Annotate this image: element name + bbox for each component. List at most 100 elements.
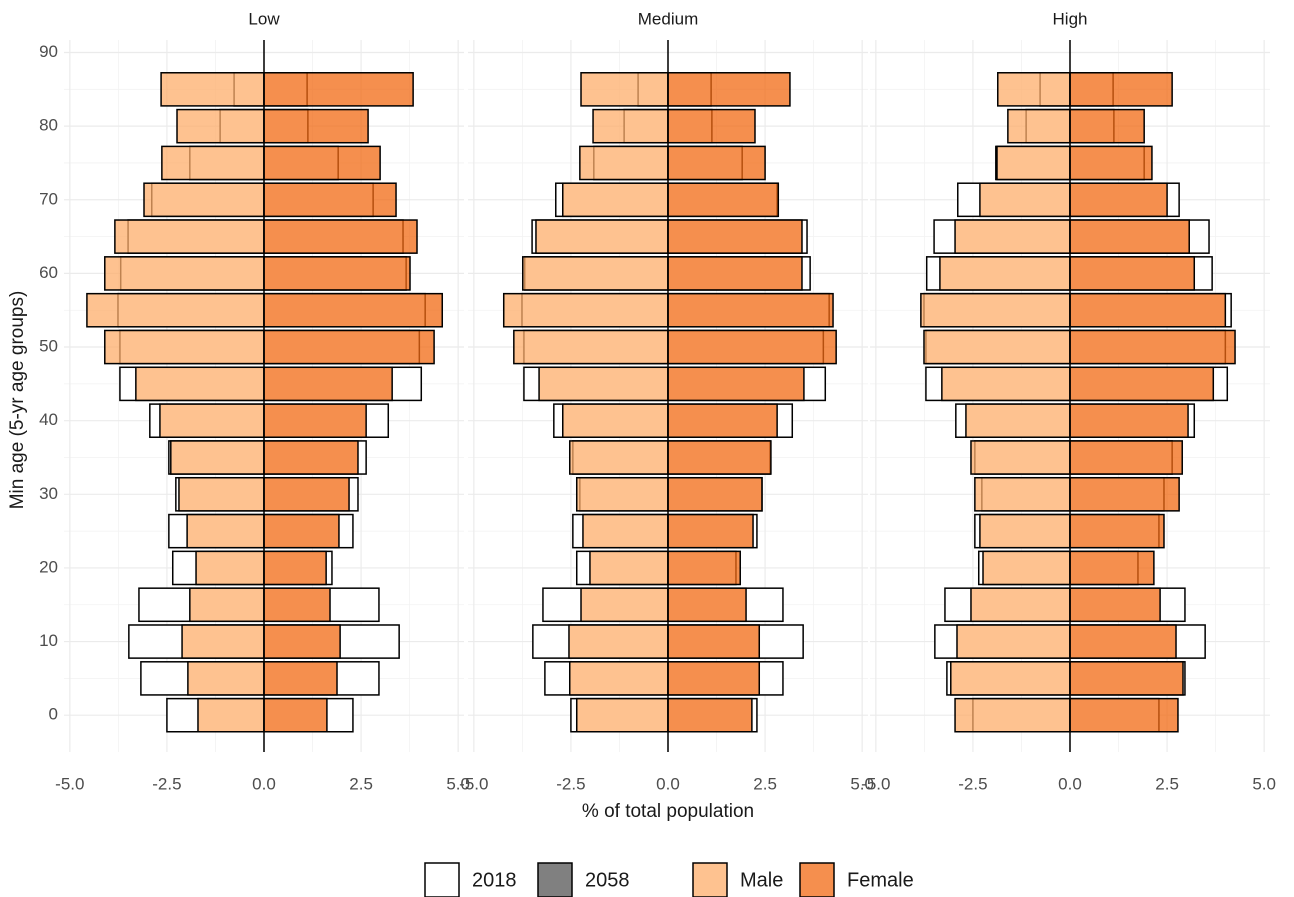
bar-2058	[513, 329, 669, 365]
bar-2058	[263, 219, 418, 254]
bar-2058	[263, 366, 393, 402]
bar-2058	[941, 366, 1071, 402]
x-tick-label: -5.0	[861, 774, 890, 793]
y-tick-label: 40	[39, 410, 58, 429]
y-tick-label: 70	[39, 189, 58, 208]
bar-2058	[178, 476, 265, 512]
bar-2058	[1069, 403, 1189, 438]
bar-2058	[667, 624, 761, 659]
legend-label: 2018	[472, 869, 517, 891]
bar-2058	[582, 513, 669, 549]
bar-2058	[189, 587, 265, 623]
bar-2058	[160, 72, 265, 107]
bar-2058	[176, 108, 265, 144]
legend-label: 2058	[585, 869, 630, 891]
facet-title: Low	[248, 9, 280, 28]
bar-2058	[1069, 256, 1196, 291]
bar-2058	[579, 145, 669, 181]
bar-2058	[568, 440, 669, 475]
bar-2058	[187, 661, 265, 696]
bar-2058	[667, 292, 834, 328]
bar-2058	[954, 219, 1071, 254]
bar-2058	[667, 550, 741, 586]
bar-2058	[1069, 476, 1180, 512]
bar-2058	[667, 476, 763, 512]
bar-2058	[86, 292, 265, 328]
legend-swatch	[692, 862, 728, 897]
bar-2058	[1069, 72, 1173, 107]
bar-2058	[589, 550, 669, 586]
bar-2058	[667, 403, 778, 438]
bar-2058	[1069, 697, 1179, 733]
bar-2058	[1069, 329, 1236, 365]
bar-2058	[263, 624, 341, 659]
x-tick-label: 0.0	[1058, 774, 1082, 793]
legend-swatch	[424, 862, 460, 897]
y-tick-label: 0	[49, 705, 58, 724]
bar-2058	[263, 476, 350, 512]
bar-2058	[667, 145, 766, 181]
x-tick-label: 0.0	[656, 774, 680, 793]
legend-label: Male	[740, 869, 783, 891]
y-tick-label: 90	[39, 42, 58, 61]
bar-2058	[104, 256, 265, 291]
bar-2058	[970, 440, 1071, 475]
x-tick-label: 0.0	[252, 774, 276, 793]
x-tick-label: 5.0	[850, 774, 874, 793]
bar-2058	[982, 550, 1071, 586]
bar-2058	[950, 661, 1071, 696]
bar-2058	[996, 145, 1071, 181]
bar-2058	[263, 145, 381, 181]
y-tick-label: 30	[39, 484, 58, 503]
bar-2058	[263, 108, 369, 144]
bar-2058	[965, 403, 1071, 438]
legend-swatch	[537, 862, 573, 897]
x-tick-label: 2.5	[1155, 774, 1179, 793]
bar-2058	[104, 329, 265, 365]
bar-2058	[562, 182, 669, 218]
bar-2058	[502, 292, 669, 328]
bar-2058	[181, 624, 265, 659]
bar-2058	[575, 476, 669, 512]
bar-2058	[263, 256, 411, 291]
bar-2058	[568, 624, 669, 659]
y-tick-label: 20	[39, 557, 58, 576]
bar-2058	[667, 513, 754, 549]
bar-2058	[1069, 440, 1183, 475]
bar-2058	[923, 329, 1071, 365]
bar-2058	[538, 366, 669, 402]
bar-2058	[263, 550, 327, 586]
bar-2058	[263, 513, 340, 549]
bar-2058	[263, 72, 414, 107]
bar-2058	[997, 72, 1071, 107]
bar-2058	[667, 366, 805, 402]
bar-2058	[1069, 661, 1184, 696]
bar-2058	[667, 182, 780, 218]
bar-2058	[956, 624, 1071, 659]
bar-2058	[667, 72, 791, 107]
x-tick-label: -2.5	[556, 774, 585, 793]
bar-2058	[575, 697, 669, 733]
bar-2058	[939, 256, 1071, 291]
bar-2058	[263, 587, 331, 623]
y-tick-label: 10	[39, 631, 58, 650]
bar-2058	[161, 145, 265, 181]
bar-2058	[1069, 587, 1161, 623]
bar-2058	[263, 292, 444, 328]
bar-2058	[580, 72, 669, 107]
y-tick-label: 50	[39, 337, 58, 356]
bar-2058	[667, 219, 803, 254]
x-tick-label: 2.5	[753, 774, 777, 793]
bar-2058	[568, 661, 669, 696]
bar-2058	[667, 587, 747, 623]
x-tick-label: -2.5	[152, 774, 181, 793]
bar-2058	[1069, 182, 1168, 218]
y-tick-label: 60	[39, 263, 58, 282]
y-axis-title: Min age (5-yr age groups)	[7, 291, 28, 510]
bar-2058	[592, 108, 669, 144]
facet-title: Medium	[638, 9, 698, 28]
bar-2058	[263, 661, 338, 696]
bar-2058	[979, 182, 1071, 218]
bar-2058	[1069, 366, 1215, 402]
